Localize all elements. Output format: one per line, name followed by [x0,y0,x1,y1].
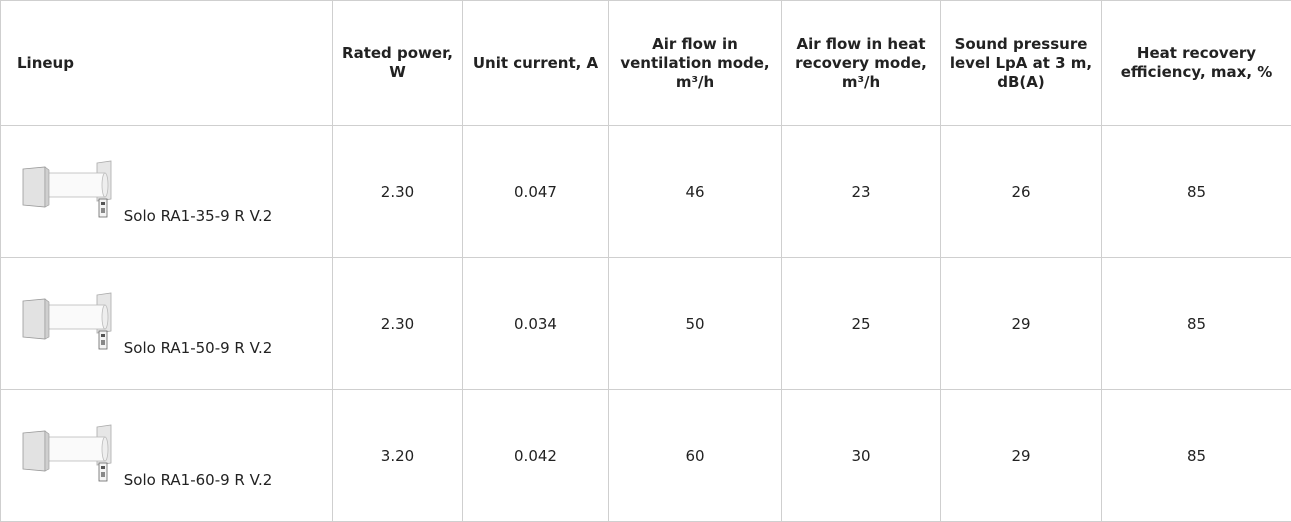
value-cell: 2.30 [333,126,463,258]
value-cell: 3.20 [333,390,463,522]
lineup-cell: Solo RA1-60-9 R V.2 [1,390,333,522]
value-cell: 29 [941,390,1102,522]
model-name: Solo RA1-50-9 R V.2 [124,339,272,357]
product-image [19,423,119,485]
product-image [19,159,119,221]
value-cell: 0.042 [463,390,609,522]
page: LineupRated power, WUnit current, AAir f… [0,0,1291,520]
value-cell: 2.30 [333,258,463,390]
value-cell: 50 [609,258,782,390]
header-cell: Unit current, A [463,1,609,126]
header-cell: Heat recovery efficiency, max, % [1102,1,1291,126]
lineup: Solo RA1-60-9 R V.2 [19,423,324,489]
header-cell: Air flow in ventilation mode, m³/h [609,1,782,126]
value-cell: 85 [1102,126,1291,258]
header-cell: Air flow in heat recovery mode, m³/h [782,1,941,126]
value-cell: 60 [609,390,782,522]
spec-table: LineupRated power, WUnit current, AAir f… [0,0,1291,522]
lineup-cell: Solo RA1-50-9 R V.2 [1,258,333,390]
value-cell: 85 [1102,390,1291,522]
value-cell: 0.047 [463,126,609,258]
value-cell: 26 [941,126,1102,258]
model-name: Solo RA1-60-9 R V.2 [124,471,272,489]
value-cell: 46 [609,126,782,258]
lineup: Solo RA1-50-9 R V.2 [19,291,324,357]
value-cell: 25 [782,258,941,390]
header-cell: Sound pressure level LpA at 3 m, dB(A) [941,1,1102,126]
value-cell: 23 [782,126,941,258]
lineup: Solo RA1-35-9 R V.2 [19,159,324,225]
product-image [19,291,119,353]
value-cell: 85 [1102,258,1291,390]
header-cell: Rated power, W [333,1,463,126]
header-cell: Lineup [1,1,333,126]
value-cell: 0.034 [463,258,609,390]
model-name: Solo RA1-35-9 R V.2 [124,207,272,225]
lineup-cell: Solo RA1-35-9 R V.2 [1,126,333,258]
value-cell: 30 [782,390,941,522]
value-cell: 29 [941,258,1102,390]
